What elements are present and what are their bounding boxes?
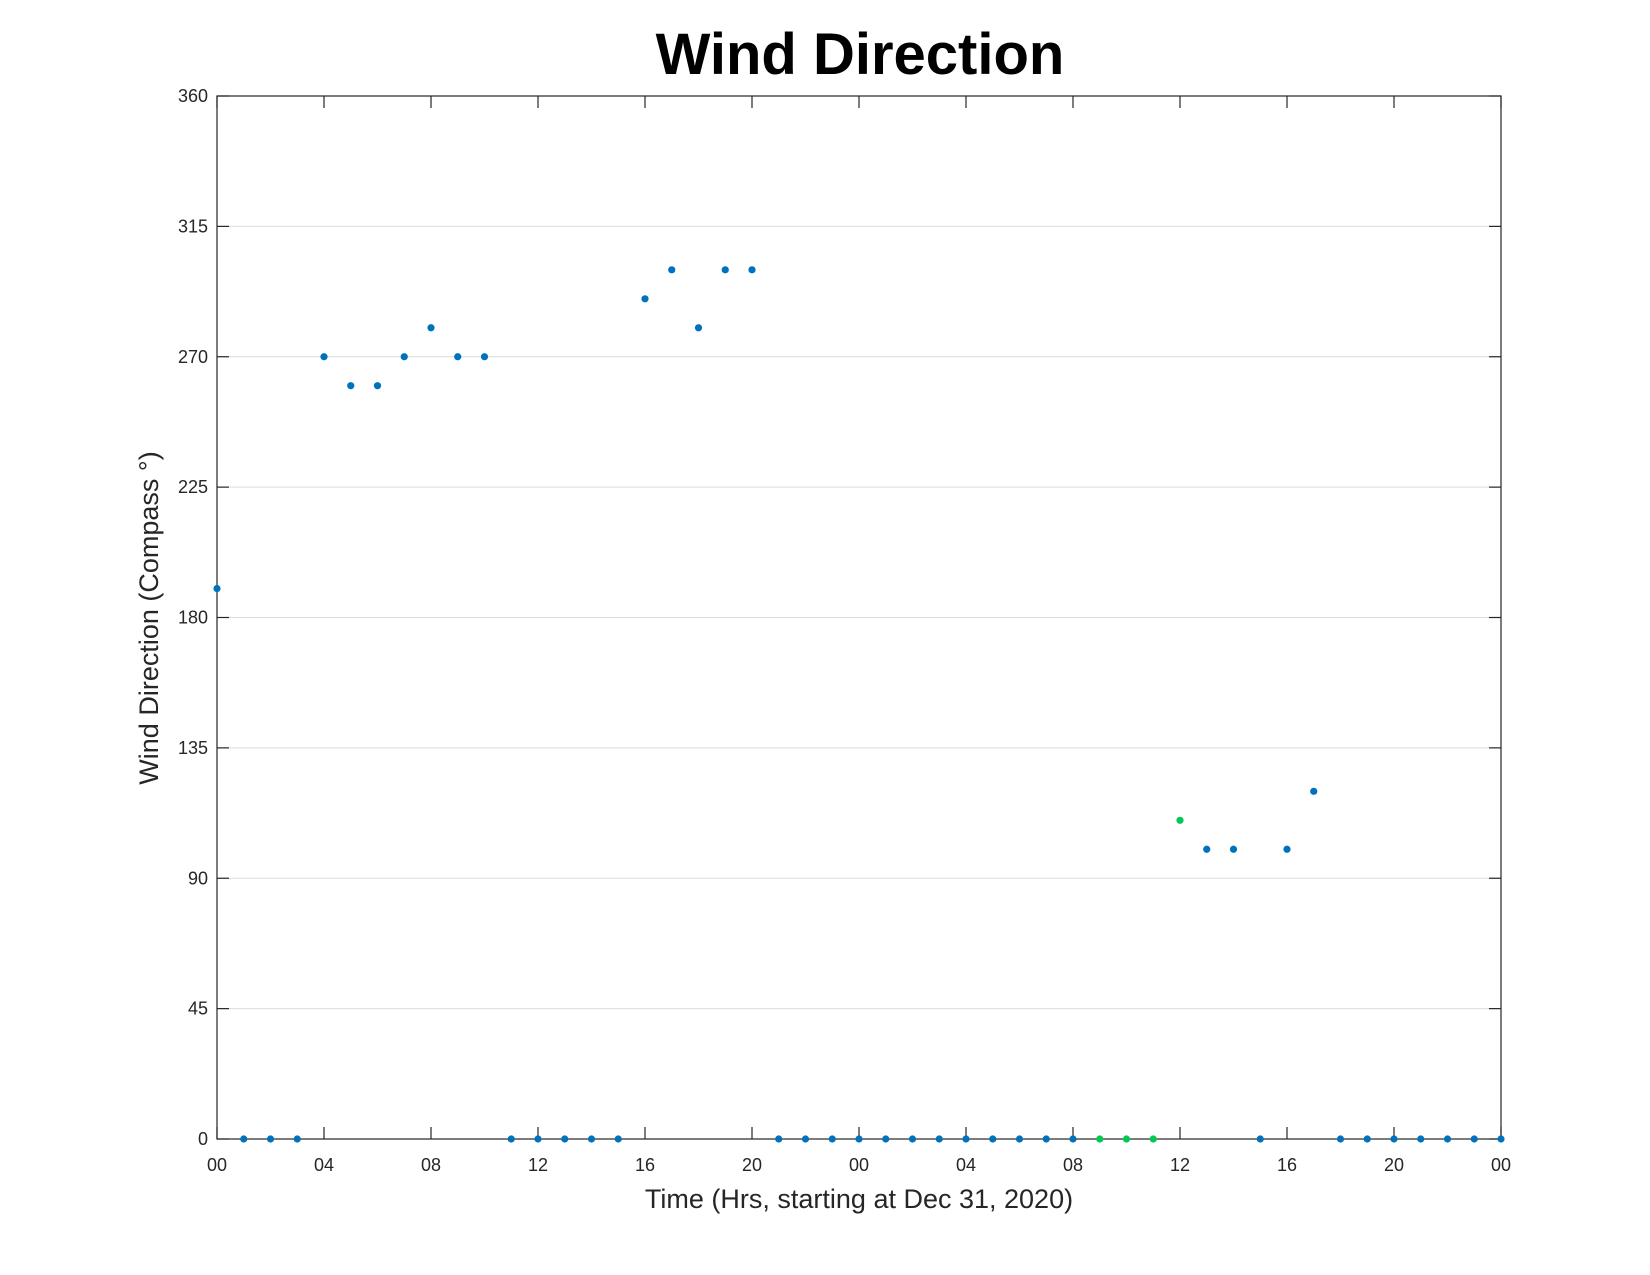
data-point xyxy=(1203,845,1211,853)
y-tick-label: 225 xyxy=(178,477,208,497)
data-point xyxy=(908,1135,917,1143)
data-point xyxy=(1390,1135,1398,1143)
data-point xyxy=(1363,1135,1371,1143)
data-point xyxy=(534,1135,542,1143)
y-tick-label: 45 xyxy=(188,999,208,1019)
data-point xyxy=(507,1135,515,1143)
data-point xyxy=(454,353,462,361)
data-point xyxy=(373,382,382,390)
data-point xyxy=(400,353,408,361)
data-point xyxy=(748,266,756,274)
y-tick-label: 90 xyxy=(188,868,208,888)
y-tick-label: 180 xyxy=(178,608,208,628)
y-tick-label: 0 xyxy=(198,1129,208,1149)
data-point xyxy=(1417,1135,1425,1143)
data-point xyxy=(721,266,729,274)
data-point xyxy=(855,1135,863,1143)
data-point xyxy=(1149,1135,1157,1143)
data-point xyxy=(694,324,703,332)
chart-title: Wind Direction xyxy=(656,22,1065,87)
data-point xyxy=(1443,1135,1452,1143)
data-point xyxy=(347,382,355,390)
x-tick-label: 16 xyxy=(1277,1155,1297,1175)
data-point xyxy=(320,353,328,361)
data-point xyxy=(614,1135,622,1143)
x-tick-label: 00 xyxy=(207,1155,227,1175)
data-point xyxy=(1069,1135,1077,1143)
data-point xyxy=(1042,1135,1050,1143)
x-tick-label: 04 xyxy=(314,1155,334,1175)
data-point xyxy=(962,1135,970,1143)
data-point xyxy=(641,295,649,303)
data-point xyxy=(1015,1135,1024,1143)
x-tick-label: 16 xyxy=(635,1155,655,1175)
data-point xyxy=(1470,1135,1478,1143)
x-tick-label: 12 xyxy=(1170,1155,1190,1175)
data-point xyxy=(1336,1135,1345,1143)
data-point xyxy=(213,584,221,593)
x-tick-label: 08 xyxy=(421,1155,441,1175)
data-point xyxy=(1310,787,1318,795)
y-axis-label: Wind Direction (Compass °) xyxy=(134,451,164,784)
y-tick-labels: 0 45 90 135 180 225 270 315 360 xyxy=(178,86,208,1149)
x-tick-label: 08 xyxy=(1063,1155,1083,1175)
y-tick-label: 135 xyxy=(178,738,208,758)
x-axis-label: Time (Hrs, starting at Dec 31, 2020) xyxy=(645,1184,1073,1214)
data-point xyxy=(427,324,435,332)
data-point xyxy=(801,1135,810,1143)
data-point xyxy=(1283,845,1291,853)
data-point xyxy=(775,1135,783,1143)
data-point xyxy=(240,1135,248,1143)
data-point xyxy=(293,1135,301,1143)
data-point xyxy=(1176,816,1184,824)
data-point xyxy=(1497,1135,1505,1143)
data-point xyxy=(668,266,676,274)
y-tick-label: 360 xyxy=(178,86,208,106)
x-tick-label: 00 xyxy=(849,1155,869,1175)
data-point xyxy=(882,1135,890,1143)
data-point xyxy=(587,1135,596,1143)
data-point xyxy=(561,1135,569,1143)
data-points xyxy=(213,266,1505,1143)
data-point xyxy=(989,1135,997,1143)
data-point xyxy=(1256,1135,1264,1143)
x-tick-label: 20 xyxy=(1384,1155,1404,1175)
data-point xyxy=(935,1135,943,1143)
data-point xyxy=(1096,1135,1104,1143)
data-point xyxy=(828,1135,836,1143)
x-tick-label: 00 xyxy=(1491,1155,1511,1175)
x-tick-label: 12 xyxy=(528,1155,548,1175)
data-point xyxy=(266,1135,275,1143)
x-tick-label: 04 xyxy=(956,1155,976,1175)
x-tick-labels: 00 04 08 12 16 20 00 04 08 12 16 20 00 xyxy=(207,1155,1511,1175)
data-point xyxy=(1229,845,1238,853)
x-tick-label: 20 xyxy=(742,1155,762,1175)
data-point xyxy=(480,353,489,361)
data-point xyxy=(1122,1135,1131,1143)
grid-lines xyxy=(217,225,1501,1010)
y-tick-label: 270 xyxy=(178,347,208,367)
y-tick-label: 315 xyxy=(178,216,208,236)
